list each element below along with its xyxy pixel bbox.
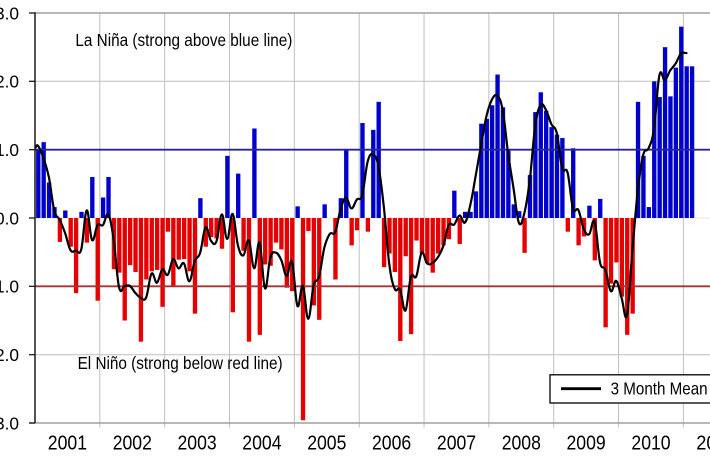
svg-text:2.0: 2.0 (0, 72, 19, 92)
svg-text:2005: 2005 (307, 432, 346, 454)
svg-text:3 Month Mean: 3 Month Mean (611, 378, 708, 398)
svg-text:2.0: 2.0 (0, 345, 19, 365)
svg-text:El Niño (strong below red line: El Niño (strong below red line) (78, 353, 283, 373)
svg-text:2010: 2010 (631, 432, 670, 454)
svg-text:1.0: 1.0 (0, 140, 19, 160)
svg-text:2009: 2009 (567, 432, 606, 454)
svg-text:2007: 2007 (437, 432, 476, 454)
svg-text:2004: 2004 (242, 432, 281, 454)
svg-text:0.0: 0.0 (0, 208, 19, 228)
svg-text:La Niña (strong above blue lin: La Niña (strong above blue line) (75, 30, 292, 50)
svg-text:3.0: 3.0 (0, 3, 19, 23)
svg-text:2006: 2006 (372, 432, 411, 454)
svg-text:1.0: 1.0 (0, 277, 19, 297)
svg-text:2001: 2001 (48, 432, 87, 454)
svg-text:2011: 2011 (696, 432, 710, 454)
svg-text:3.0: 3.0 (0, 413, 19, 433)
svg-text:2003: 2003 (178, 432, 217, 454)
svg-text:2002: 2002 (113, 432, 152, 454)
svg-text:2008: 2008 (502, 432, 541, 454)
